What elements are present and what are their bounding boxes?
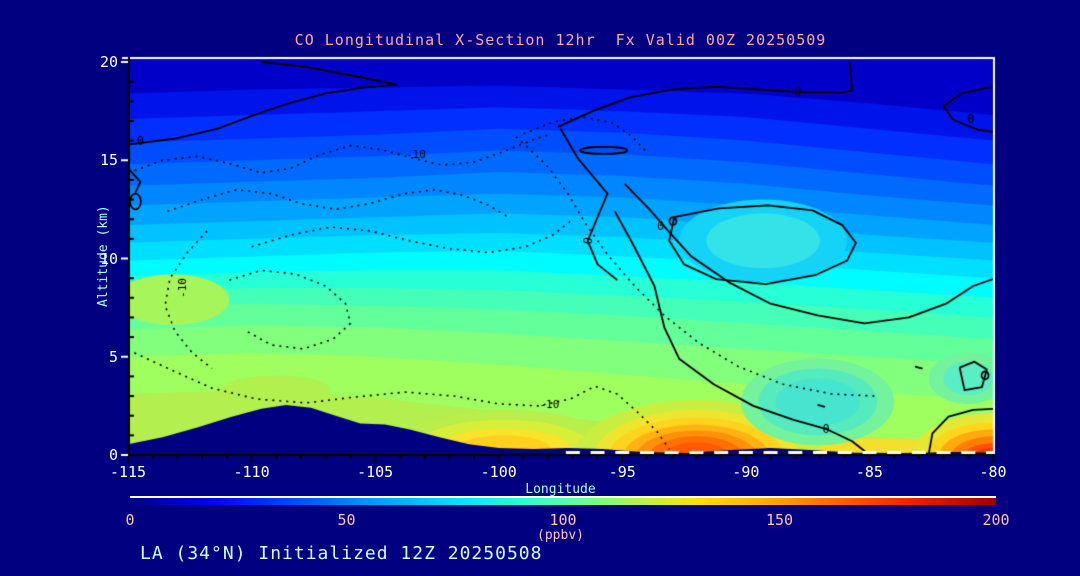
colorbar-tick-label: 150 xyxy=(765,511,794,529)
y-tick-label: 5 xyxy=(108,347,118,366)
y-tick-label: 0 xyxy=(108,446,118,464)
x-tick-label: -100 xyxy=(480,463,517,481)
init-caption: LA (34°N) Initialized 12Z 20250508 xyxy=(140,543,543,564)
y-tick-label: 10 xyxy=(99,249,118,268)
chart-title: CO Longitudinal X-Section 12hr Fx Valid … xyxy=(294,31,827,49)
colorbar-units-label: (ppbv) xyxy=(537,528,584,543)
colorbar-tick-label: 200 xyxy=(982,511,1010,529)
colorbar xyxy=(130,496,996,505)
x-tick-label: -80 xyxy=(979,463,1007,481)
colorbar-tick-label: 50 xyxy=(337,511,356,529)
colorbar-tick-label: 0 xyxy=(125,511,135,529)
x-tick-label: -110 xyxy=(233,463,270,481)
x-tick-label: -90 xyxy=(732,463,760,481)
x-tick-label: -85 xyxy=(855,463,883,481)
colorbar-tick-label: 100 xyxy=(549,511,577,529)
x-axis-label: Longitude xyxy=(525,482,596,497)
colorbar-top-line xyxy=(130,496,996,498)
y-tick-label: 20 xyxy=(99,53,118,71)
colorbar-gradient xyxy=(130,498,996,505)
x-tick-label: -95 xyxy=(608,463,636,481)
x-tick-label: -115 xyxy=(109,463,147,481)
x-tick-label: -105 xyxy=(357,463,394,481)
y-tick-label: 15 xyxy=(99,151,118,170)
